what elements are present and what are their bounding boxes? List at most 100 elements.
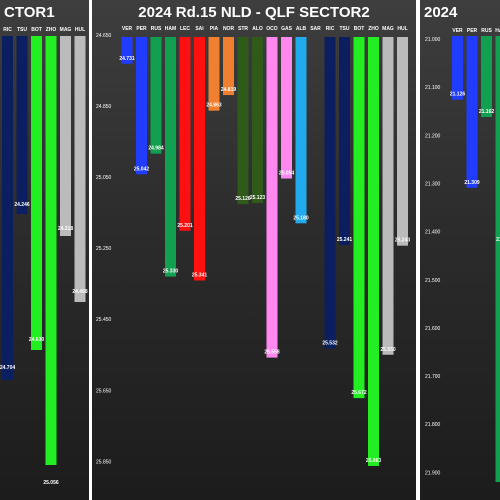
category-label: HUL <box>75 27 85 33</box>
data-label: 25.042 <box>134 166 150 172</box>
bar <box>194 37 205 281</box>
category-label: ZHO <box>368 26 379 32</box>
data-label: 25.558 <box>264 350 280 356</box>
category-label: ZHO <box>46 27 57 33</box>
data-label: 25.180 <box>293 215 309 221</box>
bar <box>466 36 478 188</box>
category-label: PER <box>136 26 147 32</box>
y-tick-label: 21.400 <box>425 230 441 236</box>
category-label: SAI <box>195 26 204 32</box>
y-tick-label: 25.250 <box>96 246 112 252</box>
bar <box>136 37 147 175</box>
data-label: 21.162 <box>479 109 495 115</box>
sector2-title: 2024 Rd.15 NLD - QLF SECTOR2 <box>138 4 370 21</box>
y-tick-label: 21.300 <box>425 181 441 187</box>
category-label: MAG <box>382 26 394 32</box>
data-label: 25.126 <box>235 196 251 202</box>
bar <box>165 37 176 277</box>
category-label: BOT <box>31 27 42 33</box>
data-label: 24.863 <box>206 103 222 109</box>
y-tick-label: 21.700 <box>425 374 441 380</box>
data-label: 25.330 <box>163 269 179 275</box>
category-label: ALB <box>296 26 307 32</box>
category-label: BOT <box>354 26 365 32</box>
data-label: 25.123 <box>250 195 266 201</box>
data-label: 25.241 <box>337 237 353 243</box>
sector2-chart: 24.650 24.850 25.050 25.250 25.450 25.650 25.8… <box>96 26 411 466</box>
bar <box>481 36 492 118</box>
y-tick-label: 25.650 <box>96 388 112 394</box>
category-label: HAM <box>165 26 176 32</box>
sector3-chart: 21.000 21.100 21.200 21.300 21.400 21.500 21.6… <box>425 28 500 482</box>
bar <box>295 37 307 224</box>
bar <box>397 37 408 246</box>
category-label: VER <box>452 28 463 34</box>
bar <box>208 37 220 111</box>
sector2-panel: 2024 Rd.15 NLD - QLF SECTOR2 24.650 24.85… <box>92 0 416 500</box>
sector3-title: 2024 <box>424 4 458 21</box>
bar <box>60 36 71 236</box>
data-label: 24.984 <box>148 146 164 152</box>
data-label: 25.341 <box>192 273 208 279</box>
bar <box>179 37 191 231</box>
data-label: 25.054 <box>279 171 295 177</box>
data-label: 24.468 <box>72 289 88 295</box>
bar <box>281 37 292 179</box>
category-label: RIC <box>326 26 335 32</box>
data-label: 25.201 <box>177 223 193 229</box>
category-label: MAG <box>60 27 72 33</box>
data-label: 24.630 <box>29 337 45 343</box>
y-tick-label: 21.200 <box>425 133 441 139</box>
category-label: GAS <box>281 26 293 32</box>
category-label: TSU <box>17 27 27 33</box>
category-label: HUL <box>397 26 407 32</box>
category-label: SAR <box>310 26 321 32</box>
data-label: 21.126 <box>450 92 466 98</box>
data-label: 25.532 <box>322 340 338 346</box>
bar <box>339 37 350 245</box>
y-tick-label: 21.000 <box>425 37 441 43</box>
sector1-panel: CTOR1 RIC 24.704 TSU 24.246 BOT 24.630 ZHO 25.0… <box>0 0 89 500</box>
data-label: 24.318 <box>58 226 74 232</box>
data-label: 25.056 <box>43 480 59 486</box>
y-tick-label: 24.850 <box>96 104 112 110</box>
y-tick-label: 21.900 <box>425 470 441 476</box>
y-tick-label: 21.800 <box>425 422 441 428</box>
data-label: 24.704 <box>0 365 15 371</box>
category-label: RUS <box>481 28 492 34</box>
data-label: 25.863 <box>366 458 382 464</box>
category-label: VER <box>122 26 133 32</box>
category-label: RIC <box>3 27 12 33</box>
y-tick-label: 21.500 <box>425 278 441 284</box>
bar <box>368 37 379 466</box>
y-tick-label: 25.450 <box>96 317 112 323</box>
data-label: 25.550 <box>380 347 396 353</box>
sector3-panel: 2024 21.000 21.100 21.200 21.300 21.400 21.50… <box>420 0 500 500</box>
bar <box>121 37 133 64</box>
data-label: 21.4 <box>496 237 500 243</box>
sector1-chart: RIC 24.704 TSU 24.246 BOT 24.630 ZHO 25.056 MAG 2… <box>0 27 88 486</box>
category-label: PIA <box>210 26 219 32</box>
bar <box>16 36 28 214</box>
bar <box>2 36 13 380</box>
y-tick-label: 21.100 <box>425 85 441 91</box>
category-label: HAM <box>495 28 500 34</box>
category-label: OCO <box>266 26 278 32</box>
data-label: 24.246 <box>14 202 30 208</box>
bar <box>452 36 463 100</box>
category-label: LEC <box>180 26 190 32</box>
bar <box>74 36 86 302</box>
y-tick-label: 25.850 <box>96 459 112 465</box>
category-label: RUS <box>151 26 162 32</box>
category-label: ALO <box>252 26 263 32</box>
bar <box>382 37 394 355</box>
bar <box>45 36 57 465</box>
bar <box>495 36 500 482</box>
bar <box>237 37 249 205</box>
bar <box>353 37 365 399</box>
data-label: 21.309 <box>464 180 480 186</box>
data-label: 24.731 <box>119 56 135 62</box>
y-tick-label: 21.600 <box>425 326 441 332</box>
data-label: 25.243 <box>395 238 411 244</box>
data-label: 24.819 <box>221 87 237 93</box>
